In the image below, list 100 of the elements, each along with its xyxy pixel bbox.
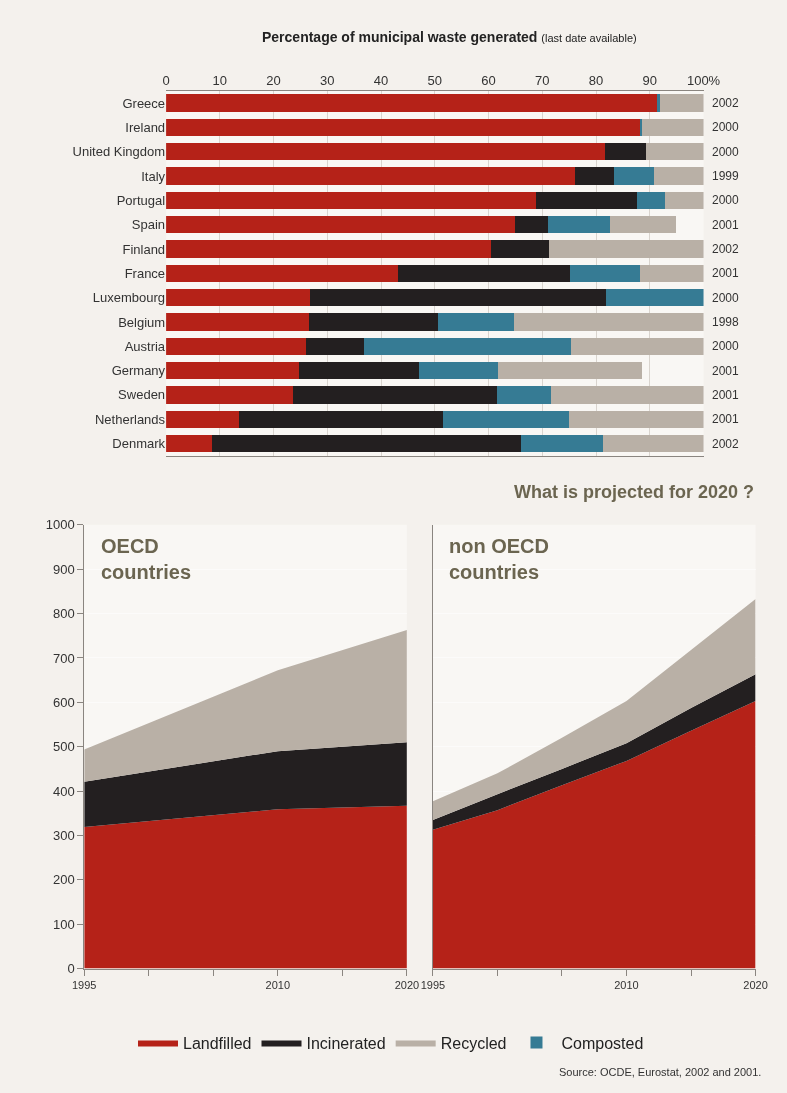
bar bbox=[166, 94, 657, 112]
y-tick-label: 900 bbox=[52, 561, 75, 577]
bar bbox=[602, 434, 704, 453]
y-tick-label: 1000 bbox=[45, 517, 75, 533]
y-tick-label: Spain bbox=[131, 217, 166, 233]
bar bbox=[166, 191, 536, 210]
bar bbox=[211, 434, 522, 453]
bar bbox=[308, 313, 438, 331]
bar bbox=[550, 386, 704, 404]
text: 2001 bbox=[712, 388, 740, 402]
text: 2002 bbox=[712, 242, 740, 256]
text: 2000 bbox=[712, 120, 740, 134]
y-tick-label: Denmark bbox=[112, 436, 166, 452]
bar bbox=[397, 264, 571, 283]
bar bbox=[166, 361, 300, 380]
x-tick-label: 40 bbox=[373, 72, 389, 88]
bar bbox=[443, 410, 569, 429]
y-tick-label: 700 bbox=[52, 650, 75, 666]
text: 2001 bbox=[712, 218, 740, 232]
y-tick-label: 300 bbox=[52, 828, 75, 844]
bar bbox=[166, 240, 491, 258]
bar bbox=[166, 288, 310, 307]
bar bbox=[166, 142, 605, 161]
text: 2000 bbox=[712, 145, 740, 159]
bar bbox=[640, 264, 704, 283]
bar bbox=[645, 142, 704, 161]
y-tick-label: United Kingdom bbox=[72, 144, 166, 160]
bar bbox=[419, 361, 499, 380]
bar bbox=[166, 410, 239, 429]
y-tick-label: Belgium bbox=[118, 314, 166, 330]
x-tick-label: 1995 bbox=[420, 978, 446, 991]
bar bbox=[309, 288, 607, 307]
bar bbox=[575, 167, 615, 185]
bar bbox=[497, 386, 551, 404]
bar bbox=[665, 191, 704, 210]
bar bbox=[610, 215, 676, 234]
text: OECD countries bbox=[101, 535, 192, 583]
bar bbox=[535, 191, 638, 210]
bar bbox=[637, 191, 666, 210]
legend-label: Landfilled bbox=[183, 1034, 252, 1052]
y-tick-label: 200 bbox=[52, 872, 75, 888]
bar bbox=[547, 215, 611, 234]
legend-label: Recycled bbox=[440, 1034, 507, 1052]
text: 1998 bbox=[712, 315, 740, 329]
x-tick-label: 1995 bbox=[71, 978, 97, 991]
text: 2001 bbox=[712, 266, 740, 280]
y-tick-label: 800 bbox=[52, 606, 75, 622]
bar bbox=[166, 337, 307, 356]
y-tick-label: Sweden bbox=[118, 387, 166, 403]
y-tick-label: 100 bbox=[52, 916, 75, 932]
bar bbox=[238, 410, 444, 429]
x-tick-label: 80 bbox=[588, 72, 604, 88]
x-tick-label: 60 bbox=[481, 72, 496, 88]
bar bbox=[498, 361, 642, 380]
x-tick-label: 20 bbox=[266, 72, 281, 88]
text: 1999 bbox=[712, 169, 740, 183]
y-tick-label: Portugal bbox=[116, 192, 166, 208]
text: 2001 bbox=[712, 364, 740, 378]
x-tick-label: 2010 bbox=[265, 978, 291, 991]
bar bbox=[293, 386, 498, 404]
bar bbox=[166, 434, 212, 453]
y-tick-label: 0 bbox=[67, 961, 75, 977]
y-tick-label: France bbox=[124, 265, 166, 281]
text: 2000 bbox=[712, 291, 740, 305]
y-tick-label: Italy bbox=[141, 168, 166, 184]
y-tick-label: 500 bbox=[52, 739, 75, 755]
legend-label: Incinerated bbox=[306, 1034, 386, 1052]
y-tick-label: Finland bbox=[122, 241, 166, 257]
bar bbox=[166, 167, 576, 185]
text: non OECD countries bbox=[449, 535, 549, 583]
bar bbox=[521, 434, 603, 453]
text: 2001 bbox=[712, 412, 740, 426]
bar bbox=[642, 118, 704, 137]
y-tick-label: Germany bbox=[111, 363, 166, 379]
bar bbox=[614, 167, 655, 185]
text: 2002 bbox=[712, 437, 740, 451]
y-tick-label: Luxembourg bbox=[92, 290, 166, 306]
bar bbox=[437, 313, 515, 331]
bar bbox=[166, 215, 515, 234]
bar bbox=[568, 410, 704, 429]
text: 2000 bbox=[712, 193, 740, 207]
bar bbox=[166, 386, 294, 404]
x-tick-label: 2020 bbox=[394, 978, 420, 991]
y-tick-label: 400 bbox=[52, 783, 75, 799]
bar bbox=[166, 118, 640, 137]
legend-label: Composted bbox=[561, 1034, 644, 1052]
y-tick-label: Ireland bbox=[125, 119, 166, 135]
bar bbox=[490, 240, 550, 258]
chart-subtitle: (last date available) bbox=[541, 32, 637, 44]
y-tick-label: Austria bbox=[124, 338, 166, 354]
x-tick-label: 10 bbox=[212, 72, 228, 88]
x-tick-label: 100% bbox=[686, 72, 721, 88]
bar bbox=[656, 94, 661, 112]
bar bbox=[660, 94, 704, 112]
x-tick-label: 2010 bbox=[614, 978, 639, 991]
bar bbox=[363, 337, 572, 356]
x-tick-label: 30 bbox=[320, 72, 335, 88]
x-tick-label: 50 bbox=[427, 72, 443, 88]
bar bbox=[571, 337, 704, 356]
bar bbox=[654, 167, 704, 185]
